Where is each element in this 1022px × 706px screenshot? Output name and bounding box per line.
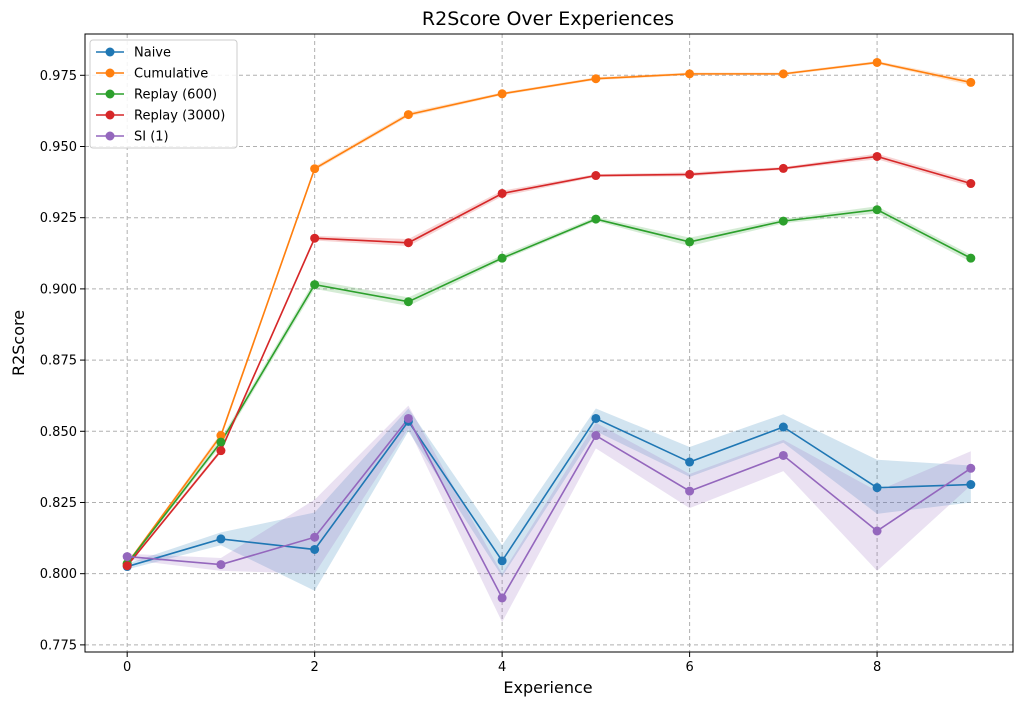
y-tick-label: 0.800 bbox=[40, 567, 77, 582]
y-tick-label: 0.825 bbox=[40, 496, 77, 511]
x-tick-label: 8 bbox=[873, 660, 881, 675]
legend-marker bbox=[105, 47, 115, 57]
series-lines bbox=[126, 61, 972, 600]
point-replay-3000 bbox=[685, 169, 695, 179]
point-cumulative bbox=[310, 164, 320, 174]
line-replay-600 bbox=[126, 208, 972, 565]
point-si-1 bbox=[216, 560, 226, 570]
point-cumulative bbox=[403, 110, 413, 120]
line-replay-3000 bbox=[126, 155, 972, 567]
y-tick-label: 0.850 bbox=[40, 425, 77, 440]
point-cumulative bbox=[497, 89, 507, 99]
legend-item-si-1: SI (1) bbox=[96, 130, 169, 145]
y-tick-label: 0.975 bbox=[40, 69, 77, 84]
confidence-bands bbox=[127, 61, 971, 623]
legend-box bbox=[89, 39, 238, 149]
legend-label: SI (1) bbox=[134, 130, 169, 145]
point-naive bbox=[310, 544, 320, 554]
y-tick-label: 0.950 bbox=[40, 140, 77, 155]
series-points bbox=[122, 57, 976, 603]
x-axis-ticks: 0 2 4 6 8 bbox=[123, 652, 881, 675]
x-tick-label: 0 bbox=[123, 660, 131, 675]
y-tick-label: 0.775 bbox=[40, 638, 77, 653]
point-naive bbox=[591, 413, 601, 423]
point-replay-600 bbox=[966, 253, 976, 263]
point-replay-600 bbox=[310, 280, 320, 290]
point-replay-3000 bbox=[497, 188, 507, 198]
point-naive bbox=[872, 483, 882, 493]
legend-item-replay-3000: Replay (3000) bbox=[96, 109, 225, 124]
legend-label: Naive bbox=[134, 46, 171, 61]
point-replay-3000 bbox=[966, 179, 976, 189]
point-replay-600 bbox=[685, 237, 695, 247]
point-replay-600 bbox=[778, 216, 788, 226]
point-replay-3000 bbox=[122, 561, 132, 571]
point-replay-600 bbox=[872, 205, 882, 215]
point-cumulative bbox=[966, 77, 976, 87]
x-tick-label: 2 bbox=[311, 660, 319, 675]
legend-item-naive: Naive bbox=[96, 46, 171, 61]
legend-label: Replay (3000) bbox=[134, 109, 225, 124]
point-si-1 bbox=[685, 486, 695, 496]
point-naive bbox=[778, 422, 788, 432]
legend-marker bbox=[105, 131, 115, 141]
y-tick-label: 0.925 bbox=[40, 211, 77, 226]
point-naive bbox=[966, 480, 976, 490]
legend-marker bbox=[105, 110, 115, 120]
legend-label: Replay (600) bbox=[134, 88, 217, 103]
legend-item-replay-600: Replay (600) bbox=[96, 88, 217, 103]
point-naive bbox=[685, 457, 695, 467]
plot-frame bbox=[84, 33, 1014, 653]
point-si-1 bbox=[591, 431, 601, 441]
point-replay-600 bbox=[216, 437, 226, 447]
legend-item-cumulative: Cumulative bbox=[96, 67, 208, 82]
x-axis-title: Experience bbox=[503, 678, 592, 697]
point-replay-3000 bbox=[216, 446, 226, 456]
point-cumulative bbox=[685, 69, 695, 79]
point-cumulative bbox=[216, 431, 226, 441]
legend-marker bbox=[105, 89, 115, 99]
point-replay-3000 bbox=[403, 238, 413, 248]
point-si-1 bbox=[310, 532, 320, 542]
point-si-1 bbox=[778, 450, 788, 460]
point-cumulative bbox=[778, 69, 788, 79]
point-replay-3000 bbox=[310, 233, 320, 243]
band-si-1 bbox=[127, 405, 971, 623]
point-replay-600 bbox=[497, 253, 507, 263]
point-si-1 bbox=[966, 463, 976, 473]
y-tick-label: 0.875 bbox=[40, 354, 77, 369]
point-replay-3000 bbox=[778, 163, 788, 173]
chart-title: R2Score Over Experiences bbox=[422, 8, 674, 30]
band-naive bbox=[127, 408, 971, 591]
y-axis-title: R2Score bbox=[9, 310, 28, 376]
line-si-1 bbox=[127, 417, 972, 600]
point-si-1 bbox=[872, 526, 882, 536]
legend: Naive Cumulative Replay (600) Replay (3000)… bbox=[89, 39, 238, 149]
legend-label: Cumulative bbox=[134, 67, 208, 82]
point-replay-3000 bbox=[872, 151, 882, 161]
y-axis-ticks: 0.775 0.800 0.825 0.850 0.875 0.900 0.925 0.950… bbox=[40, 69, 85, 653]
x-tick-label: 4 bbox=[498, 660, 506, 675]
point-si-1 bbox=[122, 552, 132, 562]
point-si-1 bbox=[403, 413, 413, 423]
point-replay-3000 bbox=[591, 171, 601, 181]
point-naive bbox=[216, 534, 226, 544]
point-replay-600 bbox=[403, 297, 413, 307]
point-cumulative bbox=[872, 57, 882, 67]
point-si-1 bbox=[497, 593, 507, 603]
point-replay-600 bbox=[591, 214, 601, 224]
line-naive bbox=[126, 417, 971, 568]
line-cumulative bbox=[126, 61, 971, 565]
point-naive bbox=[497, 556, 507, 566]
legend-marker bbox=[105, 68, 115, 78]
y-tick-label: 0.900 bbox=[40, 282, 77, 297]
point-cumulative bbox=[591, 74, 601, 84]
x-tick-label: 6 bbox=[685, 660, 693, 675]
